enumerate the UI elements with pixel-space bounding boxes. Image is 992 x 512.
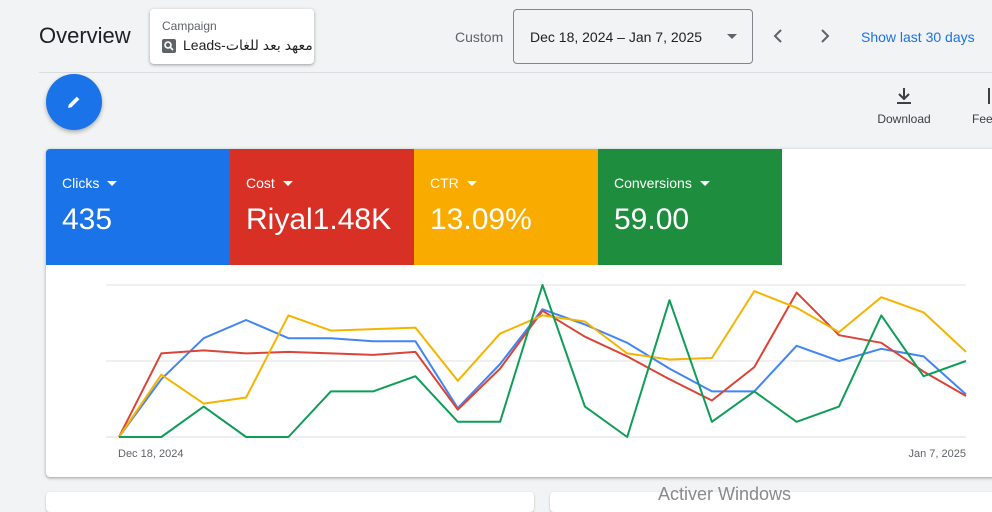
metric-value: 13.09%: [430, 203, 532, 236]
metric-tile-cost[interactable]: Cost Riyal1.48K: [230, 149, 414, 265]
activate-windows-watermark: Activer Windows: [658, 484, 792, 504]
line-chart: Dec 18, 2024 Jan 7, 2025: [106, 284, 967, 460]
bottom-card-left: [46, 492, 534, 512]
search-campaign-icon: [162, 38, 176, 53]
download-icon: [897, 88, 911, 104]
range-type-label: Custom: [455, 29, 504, 45]
feedback-icon: [988, 88, 990, 104]
campaign-row: Leads-معهد بعد للغات: [162, 37, 313, 54]
download-button[interactable]: Download: [872, 86, 936, 128]
series-line-ctr: [118, 290, 967, 438]
metric-value: 59.00: [614, 203, 690, 236]
download-label: Download: [877, 112, 931, 126]
metric-tile-clicks[interactable]: Clicks 435: [46, 149, 230, 265]
caret-down-icon: [727, 34, 737, 39]
metric-value: 435: [62, 203, 113, 236]
caret-down-icon: [107, 180, 118, 186]
header-divider: [39, 72, 992, 73]
metric-label: Cost: [246, 175, 293, 191]
feedback-label: Fee: [972, 112, 992, 126]
feedback-button[interactable]: Fee: [966, 86, 992, 128]
chevron-right-icon: [821, 29, 830, 43]
caret-down-icon: [282, 180, 293, 186]
date-range-value: Dec 18, 2024 – Jan 7, 2025: [530, 29, 703, 45]
chevron-left-icon: [773, 29, 782, 43]
show-last-30-days-link[interactable]: Show last 30 days: [861, 29, 975, 45]
caret-down-icon: [466, 180, 477, 186]
series-line-conversions: [119, 284, 967, 438]
series-line-cost: [118, 291, 967, 438]
next-period-button[interactable]: [813, 24, 837, 48]
pencil-icon: [68, 96, 80, 108]
metric-label: Conversions: [614, 175, 710, 191]
campaign-caption: Campaign: [162, 19, 217, 33]
performance-chart-card: Clicks 435 Cost Riyal1.48K CTR 13.09% Co…: [46, 149, 992, 477]
metric-tile-conversions[interactable]: Conversions 59.00: [598, 149, 782, 265]
series-line-clicks: [118, 308, 967, 438]
date-range-select[interactable]: Dec 18, 2024 – Jan 7, 2025: [513, 9, 753, 64]
x-tick-end: Jan 7, 2025: [909, 448, 967, 460]
caret-down-icon: [699, 180, 710, 186]
metric-label: Clicks: [62, 175, 118, 191]
metric-tile-ctr[interactable]: CTR 13.09%: [414, 149, 598, 265]
x-tick-start: Dec 18, 2024: [118, 448, 183, 460]
previous-period-button[interactable]: [766, 24, 790, 48]
campaign-name: Leads-معهد بعد للغات: [183, 37, 313, 53]
metric-value: Riyal1.48K: [246, 203, 392, 236]
campaign-selector[interactable]: Campaign Leads-معهد بعد للغات: [150, 9, 314, 64]
page-title: Overview: [39, 23, 131, 48]
metric-label: CTR: [430, 175, 477, 191]
edit-fab-button[interactable]: [46, 74, 102, 130]
